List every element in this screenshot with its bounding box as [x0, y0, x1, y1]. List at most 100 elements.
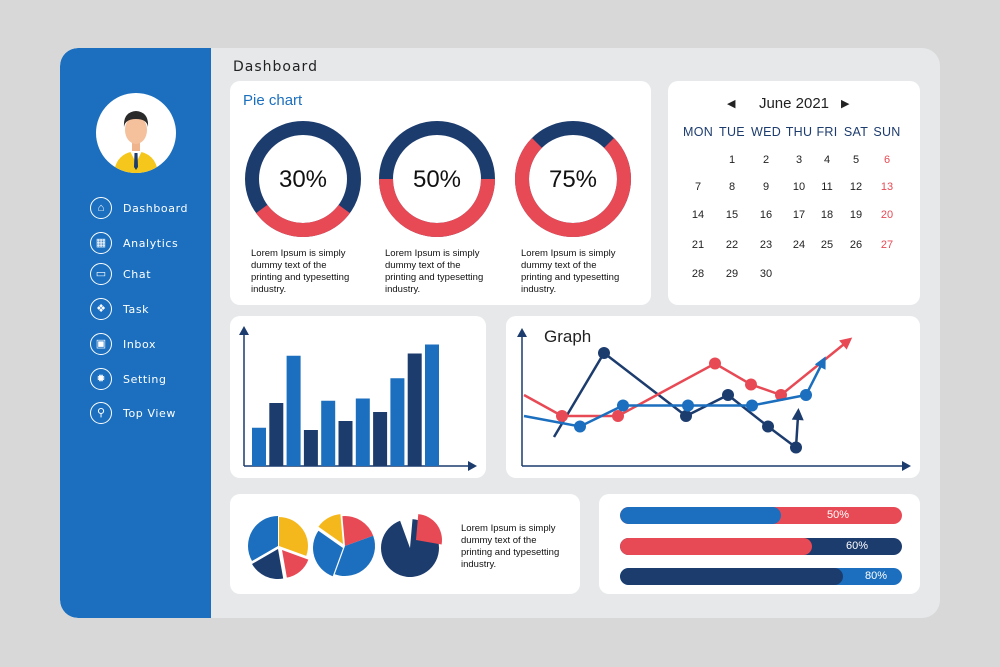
calendar-day[interactable]: 23 [759, 239, 773, 251]
graph-point [556, 410, 568, 422]
y-axis-arrow-icon [517, 328, 527, 337]
small-pie-charts [248, 514, 442, 579]
calendar-day[interactable]: 22 [725, 239, 739, 251]
donut-description: Lorem Ipsum is simply dummy text of the pr… [251, 248, 349, 296]
calendar-day[interactable]: 8 [728, 181, 736, 193]
sidebar-item-label: Setting [123, 372, 167, 386]
donut-value-arc [515, 137, 631, 237]
sidebar-item-chat[interactable]: ▭ Chat [90, 262, 151, 286]
progress-fill [620, 538, 812, 555]
calendar-day[interactable]: 11 [821, 181, 833, 193]
donut-description: Lorem Ipsum is simply dummy text of the pr… [521, 248, 619, 296]
sidebar-item-top-view[interactable]: ⚲ Top View [90, 401, 176, 425]
calendar-day[interactable]: 20 [880, 209, 894, 221]
calendar-day[interactable]: 30 [759, 268, 773, 280]
progress-card: 50% 60% 80% [599, 494, 920, 594]
calendar-day[interactable]: 18 [820, 209, 834, 221]
line-graph-card: Graph [506, 316, 920, 478]
bar [321, 400, 336, 466]
calendar-day[interactable]: 19 [849, 209, 863, 221]
calendar-day[interactable]: 15 [725, 209, 739, 221]
calendar-day-of-week: SAT [843, 125, 869, 139]
sidebar-item-label: Analytics [123, 236, 179, 250]
description-line: printing and typesetting [461, 547, 560, 558]
progress-label: 60% [846, 540, 869, 552]
donut-description: Lorem Ipsum is simply dummy text of the pr… [385, 248, 483, 296]
donut-chart [245, 121, 361, 237]
description-line: industry. [461, 559, 497, 570]
donut-chart [515, 121, 631, 237]
calendar-day[interactable]: 13 [880, 181, 894, 193]
bar-chart [239, 326, 477, 471]
calendar-day[interactable]: 12 [849, 181, 863, 193]
calendar-day[interactable]: 4 [823, 154, 831, 166]
pie-slice [279, 517, 308, 556]
calendar-day[interactable]: 10 [792, 181, 806, 193]
line-graph: Graph [517, 327, 911, 471]
calendar-day[interactable]: 2 [762, 154, 770, 166]
pie-slice [252, 549, 284, 579]
avatar[interactable] [96, 93, 176, 173]
description-line: dummy text of the [385, 260, 461, 271]
pie-chart-card: Pie chart 30% Lorem Ipsum is simply dummy … [230, 81, 651, 305]
description-line: dummy text of the [461, 535, 537, 546]
sidebar-item-label: Dashboard [123, 201, 189, 215]
graph-point [612, 410, 624, 422]
description-line: Lorem Ipsum is simply [521, 248, 616, 259]
calendar-day[interactable]: 21 [691, 239, 705, 251]
sidebar-item-dashboard[interactable]: ⌂ Dashboard [90, 196, 188, 220]
calendar-day[interactable]: 29 [725, 268, 739, 280]
progress-bar: 80% [620, 568, 902, 585]
sidebar-item-analytics[interactable]: ▦ Analytics [90, 231, 178, 255]
calendar-day[interactable]: 9 [762, 181, 770, 193]
calendar-day[interactable]: 14 [691, 209, 705, 221]
calendar-day[interactable]: 17 [792, 209, 806, 221]
sidebar-item-setting[interactable]: ✹ Setting [90, 367, 167, 391]
bar [286, 355, 301, 466]
calendar-day[interactable]: 28 [691, 268, 705, 280]
description-line: dummy text of the [251, 260, 327, 271]
calendar-day-of-week: MON [683, 125, 714, 139]
progress-bar: 60% [620, 538, 902, 555]
pie-slice [318, 514, 343, 544]
calendar-next-icon[interactable]: ▶ [841, 98, 850, 110]
graph-arrow-icon [839, 337, 853, 350]
calendar-day[interactable]: 3 [795, 154, 803, 166]
graph-arrow-icon [791, 408, 804, 421]
progress-label: 80% [865, 570, 888, 582]
graph-point [682, 399, 694, 412]
calendar-day[interactable]: 6 [883, 154, 891, 166]
progress-bar: 50% [620, 507, 902, 524]
progress-fill [620, 507, 781, 524]
calendar-day[interactable]: 1 [728, 154, 736, 166]
graph-point [722, 389, 734, 401]
calendar-day[interactable]: 25 [820, 239, 834, 251]
calendar-day-of-week: SUN [873, 125, 901, 139]
calendar-day[interactable]: 24 [792, 239, 806, 251]
bar [407, 353, 422, 466]
description-line: printing and typesetting [521, 272, 620, 283]
page-title: Dashboard [233, 59, 318, 75]
sidebar-item-label: Top View [123, 406, 176, 420]
pie-slice [416, 514, 442, 545]
calendar-day[interactable]: 5 [852, 154, 860, 166]
calendar-day[interactable]: 7 [694, 181, 702, 193]
donut-percent-label: 50% [412, 166, 462, 193]
inbox-icon: ▣ [90, 333, 112, 355]
pie-slice [342, 516, 374, 546]
calendar-day-of-week: TUE [719, 125, 745, 139]
sidebar-item-inbox[interactable]: ▣ Inbox [90, 332, 156, 356]
calendar-day[interactable]: 16 [759, 209, 773, 221]
graph-point [762, 420, 774, 433]
sidebar-item-task[interactable]: ❖ Task [90, 297, 149, 321]
bar [338, 421, 353, 466]
calendar-day[interactable]: 27 [880, 239, 894, 251]
calendar-day-of-week: THU [785, 125, 813, 139]
calendar-day[interactable]: 26 [849, 239, 863, 251]
sidebar-item-label: Chat [123, 267, 152, 281]
user-avatar-icon [114, 111, 158, 173]
dashboard-window: ⌂ Dashboard ▦ Analytics ▭ Chat ❖ Task ▣ Inbox ✹ Set… [60, 48, 940, 618]
donut-value-arc [256, 204, 350, 237]
calendar-prev-icon[interactable]: ◀ [727, 98, 736, 110]
progress-label: 50% [827, 509, 850, 521]
